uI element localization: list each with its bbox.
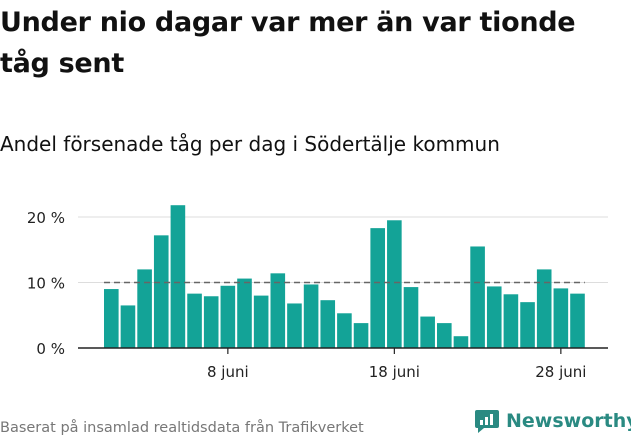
- chart-subtitle: Andel försenade tåg per dag i Södertälje…: [0, 132, 500, 156]
- bar: [137, 269, 152, 348]
- y-tick-label: 0 %: [36, 340, 65, 358]
- y-tick-label: 10 %: [27, 275, 65, 293]
- y-tick-label: 20 %: [27, 209, 65, 227]
- x-tick-label: 8 juni: [207, 363, 249, 381]
- bar: [553, 288, 569, 348]
- newsworthy-logo-icon: [475, 410, 499, 433]
- bar-chart: 0 % 10 % 20 % 8 juni 18 juni 28 juni: [27, 205, 608, 381]
- bar: [253, 295, 269, 348]
- bar: [153, 235, 169, 348]
- brand-name: Newsworthy: [506, 410, 631, 432]
- bar: [370, 228, 385, 348]
- bar: [420, 316, 435, 348]
- bar: [503, 294, 519, 348]
- bar: [220, 285, 236, 348]
- bar: [104, 289, 119, 348]
- bar: [320, 300, 336, 348]
- bar: [453, 336, 469, 348]
- bar: [203, 296, 219, 348]
- bar: [170, 205, 186, 348]
- brand-logo: Newsworthy: [474, 406, 631, 436]
- bar: [237, 278, 252, 348]
- bar: [303, 284, 319, 348]
- bar: [287, 303, 302, 348]
- x-tick-label: 28 juni: [535, 363, 586, 381]
- bar: [387, 220, 402, 348]
- bar: [187, 293, 202, 348]
- source-note: Baserat på insamlad realtidsdata från Tr…: [0, 420, 364, 436]
- x-tick-label: 18 juni: [369, 363, 420, 381]
- bar: [486, 286, 502, 348]
- bar: [437, 323, 452, 348]
- bar: [470, 246, 485, 348]
- bar: [570, 293, 585, 348]
- bar: [120, 305, 136, 348]
- bar: [270, 273, 286, 348]
- bar: [520, 302, 535, 348]
- bar: [353, 323, 369, 348]
- chart-title: Under nio dagar var mer än var tionde tå…: [0, 7, 576, 79]
- bar: [337, 313, 352, 348]
- bar: [403, 287, 419, 348]
- bar: [536, 269, 552, 348]
